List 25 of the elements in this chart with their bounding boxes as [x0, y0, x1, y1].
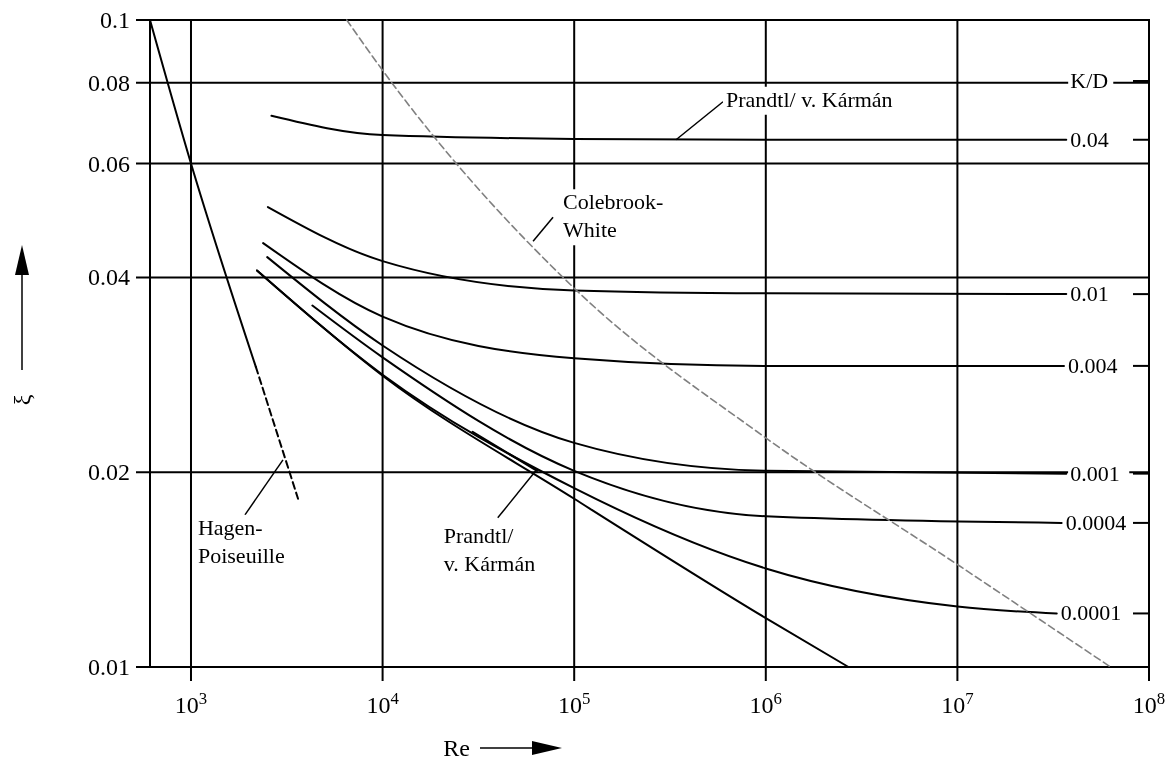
annotation: Colebrook- White [563, 189, 664, 243]
legend-title: K/D [1070, 68, 1109, 93]
y-tick-label: 0.1 [100, 7, 130, 33]
annotation: Hagen- Poiseuille [197, 514, 285, 568]
y-tick-label: 0.08 [88, 69, 130, 96]
annotation: Prandtl/ v. Kármán [443, 522, 536, 576]
y-tick-label: 0.02 [88, 459, 130, 486]
legend-label: 0.004 [1067, 352, 1118, 378]
x-tick-label: 10$^{4}$ [366, 688, 400, 718]
x-tick-label: 10$^{5}$ [558, 688, 591, 718]
x-tick-label: 10$^{7}$ [941, 688, 974, 718]
y-tick-label: 0.04 [88, 264, 130, 291]
legend-label: 0.0001 [1060, 600, 1122, 626]
legend-label: 0.04 [1070, 126, 1109, 152]
legend-label: 0.001 [1070, 460, 1120, 486]
y-axis-title: ξ [9, 394, 35, 406]
x-tick-label: 10$^{3}$ [174, 688, 208, 718]
annotation: Prandtl/ v. Kármán [726, 86, 893, 112]
x-tick-label: 10$^{6}$ [749, 688, 782, 718]
x-tick-label: 10$^{8}$ [1132, 688, 1166, 718]
y-tick-label: 0.06 [88, 150, 130, 177]
legend-label: 0.01 [1070, 281, 1109, 307]
x-axis-title: Re [443, 735, 470, 761]
y-tick-label: 0.01 [88, 654, 130, 680]
legend-label: 0.0004 [1065, 509, 1127, 535]
